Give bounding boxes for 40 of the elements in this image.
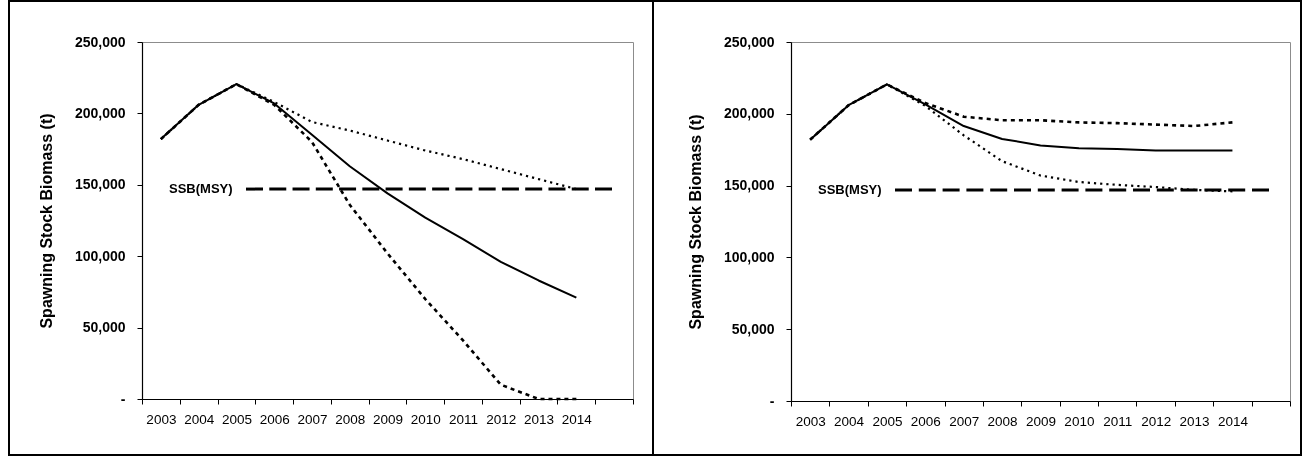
x-tick-label: 2011: [1103, 413, 1133, 429]
x-tick-label: 2009: [372, 411, 404, 427]
y-tick-label: 250,000: [723, 33, 775, 50]
ref-line-label: SSB(MSY): [169, 181, 233, 197]
x-tick-label: 2004: [834, 413, 865, 429]
x-tick-label: 2010: [1064, 413, 1095, 429]
x-tick-label: 2005: [221, 411, 252, 427]
y-tick-label: 200,000: [723, 105, 775, 122]
y-tick-label: -: [769, 392, 775, 409]
x-tick-label: 2004: [184, 411, 215, 427]
x-tick-label: 2008: [987, 413, 1018, 429]
x-tick-label: 2012: [1141, 413, 1172, 429]
x-tick-label: 2009: [1025, 413, 1057, 429]
y-tick-label: 150,000: [74, 176, 126, 193]
y-tick-label: -: [120, 390, 126, 407]
ref-line-label: SSB(MSY): [818, 181, 882, 197]
x-tick-label: 2006: [910, 413, 941, 429]
x-tick-label: 2012: [486, 411, 517, 427]
y-tick-label: 250,000: [74, 33, 126, 50]
y-tick-label: 200,000: [74, 104, 126, 121]
x-tick-label: 2014: [1217, 413, 1249, 429]
x-tick-label: 2013: [1179, 413, 1210, 429]
x-tick-label: 2007: [949, 413, 980, 429]
y-tick-label: 50,000: [731, 320, 775, 337]
y-tick-label: 100,000: [74, 247, 126, 264]
x-tick-label: 2008: [335, 411, 366, 427]
y-tick-label: 100,000: [723, 248, 775, 265]
x-tick-label: 2007: [297, 411, 328, 427]
x-tick-label: 2011: [449, 411, 479, 427]
x-tick-label: 2014: [561, 411, 593, 427]
x-tick-label: 2003: [795, 413, 826, 429]
x-tick-label: 2005: [872, 413, 903, 429]
y-axis-title: Spawning Stock Biomass (t): [37, 113, 55, 329]
x-tick-label: 2003: [146, 411, 177, 427]
y-axis-title: Spawning Stock Biomass (t): [686, 114, 704, 330]
x-tick-label: 2013: [524, 411, 555, 427]
x-tick-label: 2010: [410, 411, 441, 427]
y-tick-label: 150,000: [723, 177, 775, 194]
y-tick-label: 50,000: [82, 319, 126, 336]
x-tick-label: 2006: [259, 411, 290, 427]
